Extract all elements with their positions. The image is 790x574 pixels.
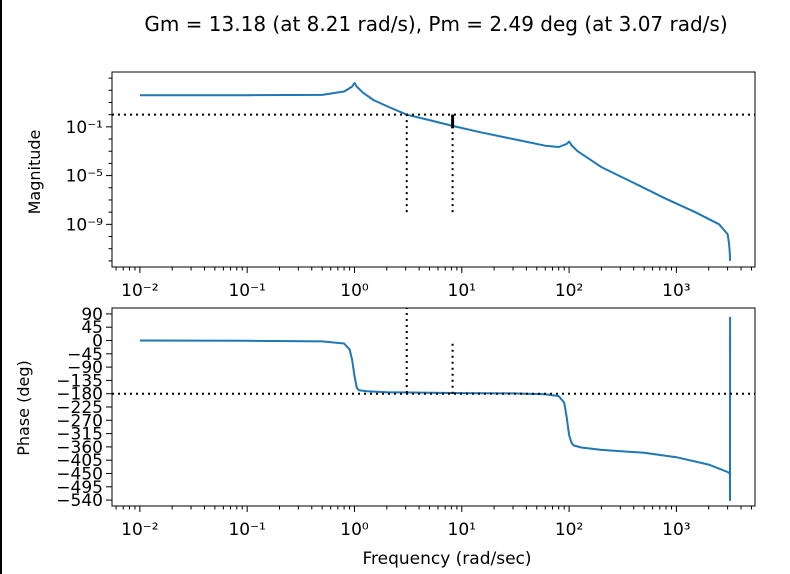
magnitude-x-tick-label: 10³ — [662, 281, 690, 301]
phase-y-tick-label: −540 — [56, 491, 103, 511]
magnitude-y-tick-label: 10⁻¹ — [66, 118, 103, 138]
magnitude-x-tick-label: 10⁰ — [340, 281, 369, 301]
magnitude-plot-area: 10⁻¹ 10⁻⁵ 10⁻⁹ 10⁻² 10⁻¹ 10⁰ 10¹ 10² 10³ — [66, 77, 755, 301]
magnitude-y-tick-label: 10⁻⁹ — [66, 215, 104, 235]
phase-x-tick-label: 10² — [555, 520, 583, 540]
magnitude-x-tick-label: 10⁻¹ — [228, 281, 265, 301]
magnitude-curve — [139, 82, 731, 261]
phase-y-tick-label: 0 — [92, 332, 103, 352]
phase-y-tick-label: 45 — [81, 318, 103, 338]
magnitude-x-tick-label: 10² — [555, 281, 583, 301]
phase-y-tick-label: −135 — [56, 371, 103, 391]
phase-panel: 90450−45−90−135−180−225−270−315−360−405−… — [14, 305, 756, 569]
phase-y-tick-label: −315 — [56, 425, 103, 445]
phase-curve — [139, 316, 732, 502]
phase-x-tick-label: 10³ — [662, 520, 690, 540]
window-edge-line — [0, 0, 2, 574]
phase-y-tick-label: −90 — [67, 358, 103, 378]
magnitude-x-tick-label: 10¹ — [448, 281, 476, 301]
magnitude-x-tick-label: 10⁻² — [121, 281, 158, 301]
phase-y-tick-label: −270 — [56, 411, 103, 431]
phase-y-axis-label: Phase (deg) — [14, 360, 33, 456]
phase-y-tick-label: −405 — [56, 451, 103, 471]
phase-y-tick-label: −495 — [56, 478, 103, 498]
figure-title: Gm = 13.18 (at 8.21 rad/s), Pm = 2.49 de… — [144, 12, 727, 36]
phase-y-tick-label: −360 — [56, 438, 103, 458]
phase-y-tick-label: −225 — [56, 398, 103, 418]
phase-axes-frame — [111, 307, 756, 507]
phase-x-tick-label: 10⁻² — [121, 520, 158, 540]
frequency-x-axis-label: Frequency (rad/sec) — [362, 549, 531, 569]
phase-x-tick-label: 10¹ — [448, 520, 476, 540]
magnitude-panel: 10⁻¹ 10⁻⁵ 10⁻⁹ 10⁻² 10⁻¹ 10⁰ 10¹ 10² 10³ Magnitu… — [25, 71, 756, 301]
phase-plot-area: 90450−45−90−135−180−225−270−315−360−405−… — [56, 305, 755, 540]
magnitude-y-tick-label: 10⁻⁵ — [66, 167, 103, 187]
phase-x-tick-label: 10⁻¹ — [228, 520, 265, 540]
phase-y-tick-label: −450 — [56, 464, 103, 484]
magnitude-y-axis-label: Magnitude — [25, 130, 44, 215]
magnitude-axes-frame — [111, 71, 756, 268]
phase-y-tick-label: −45 — [67, 345, 103, 365]
phase-y-tick-label: 90 — [81, 305, 103, 325]
phase-y-tick-label: −180 — [56, 385, 103, 405]
phase-x-tick-label: 10⁰ — [340, 520, 369, 540]
